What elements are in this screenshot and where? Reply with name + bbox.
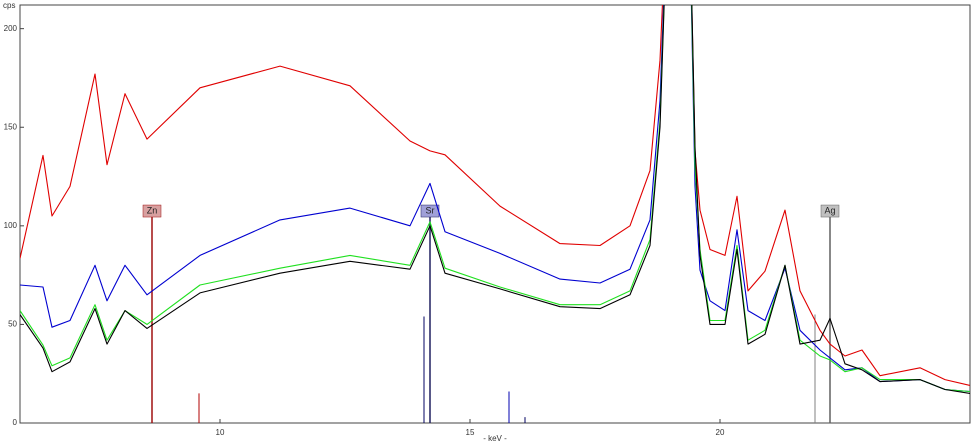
element-box bbox=[820, 204, 840, 218]
y-tick-label: 100 bbox=[4, 221, 18, 230]
spectrum-line bbox=[20, 5, 970, 387]
spectrum-line bbox=[20, 5, 970, 393]
plot-frame bbox=[19, 4, 971, 424]
plot-area: Zn Sr Ag bbox=[20, 5, 970, 423]
y-tick-label: 200 bbox=[4, 24, 18, 33]
element-label: Sr bbox=[426, 205, 435, 215]
element-label: Zn bbox=[147, 205, 158, 215]
x-tick-label: 20 bbox=[716, 428, 725, 437]
x-tick-label: 10 bbox=[216, 428, 225, 437]
y-tick-label: 0 bbox=[13, 418, 18, 427]
y-axis-label: cps bbox=[3, 1, 15, 10]
spectrum-line bbox=[20, 5, 970, 394]
y-tick-label: 150 bbox=[4, 122, 18, 131]
x-tick-label: 15 bbox=[466, 428, 475, 437]
y-tick-label: 50 bbox=[8, 320, 17, 329]
x-axis-label: - keV - bbox=[483, 434, 507, 443]
element-label: Ag bbox=[824, 205, 835, 215]
element-box bbox=[142, 204, 162, 218]
